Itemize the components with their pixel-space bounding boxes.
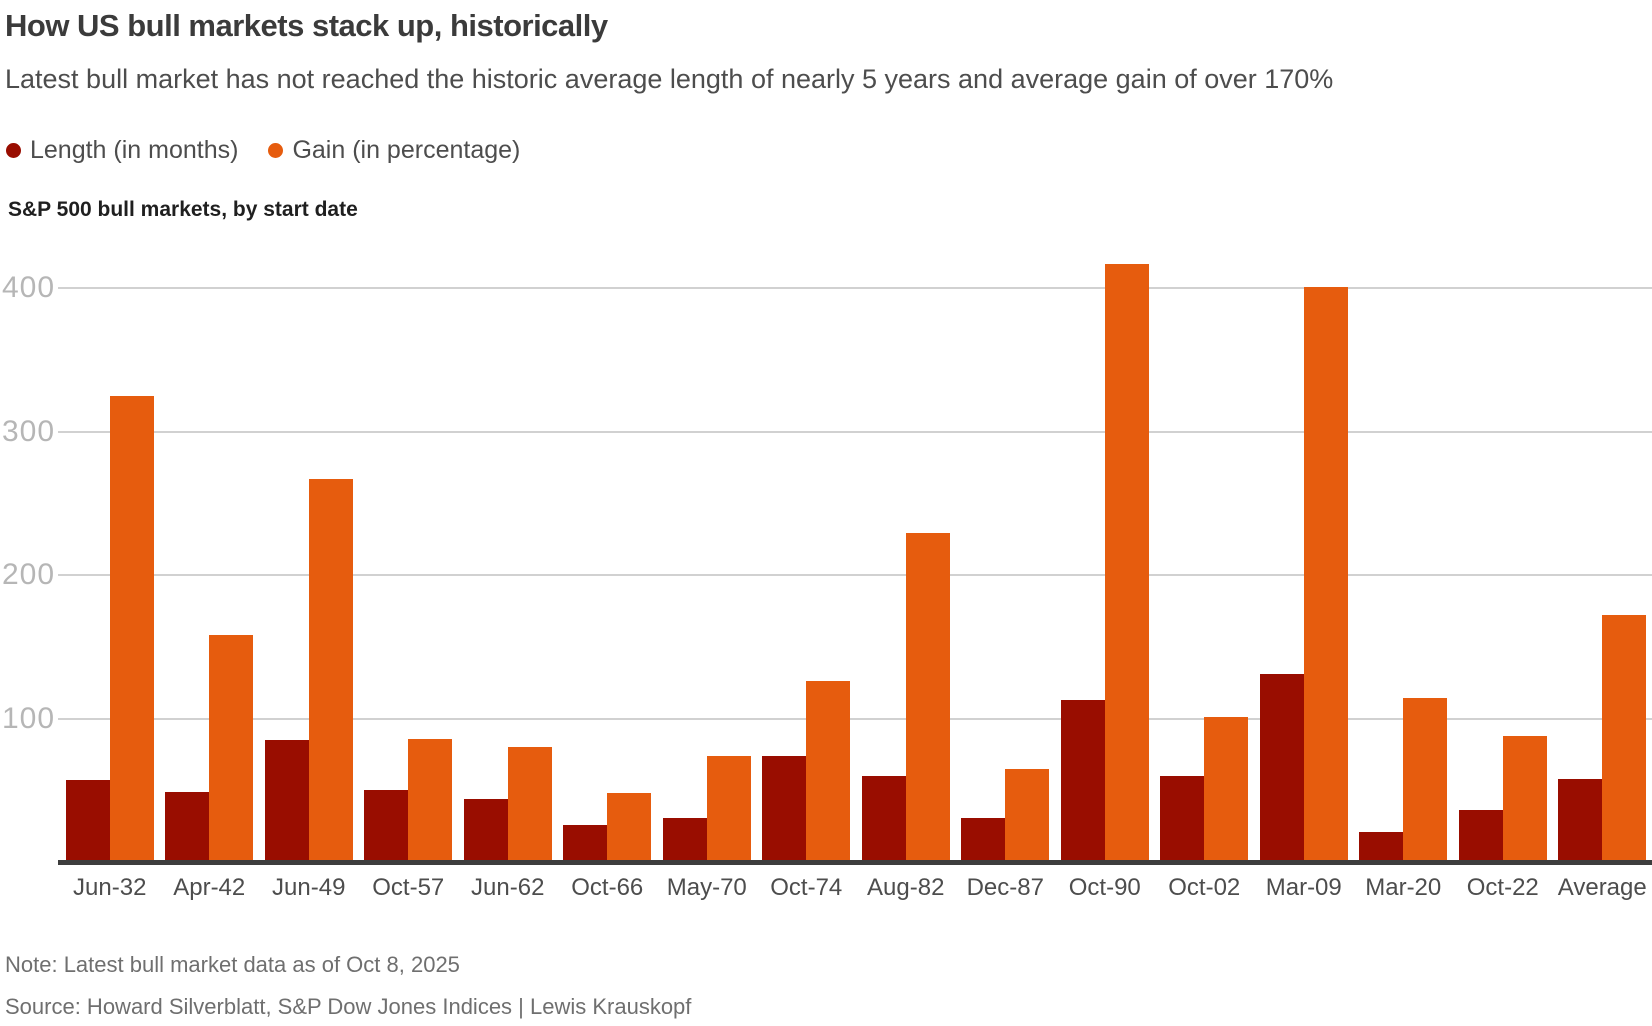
chart-heading: S&P 500 bull markets, by start date [8, 198, 358, 221]
length-bar-oct-02 [1160, 776, 1205, 862]
x-tick-label: Dec-87 [966, 874, 1044, 901]
bar-group-jun-49 [259, 245, 359, 862]
length-series-swatch-icon [6, 143, 21, 158]
bar-group-jun-32 [60, 245, 160, 862]
gain-bar-jun-32 [109, 396, 154, 862]
length-bar-dec-87 [961, 818, 1006, 862]
x-tick-label: Apr-42 [173, 874, 246, 901]
x-tick-label: Mar-20 [1365, 874, 1442, 901]
x-tick-label: Oct-22 [1466, 874, 1539, 901]
note-text: Note: Latest bull market data as of Oct … [5, 952, 460, 977]
x-tick-label: Jun-49 [272, 874, 346, 901]
bar-group-mar-20 [1354, 245, 1454, 862]
gain-bar-apr-42 [209, 635, 254, 862]
length-bar-oct-66 [563, 825, 608, 862]
x-tick-label: Oct-90 [1068, 874, 1141, 901]
length-bar-oct-90 [1060, 700, 1105, 862]
length-bar-oct-57 [364, 790, 409, 862]
x-tick-label: Mar-09 [1265, 874, 1342, 901]
bar-group-dec-87 [956, 245, 1056, 862]
y-tick-label: 100 [2, 701, 56, 735]
bar-group-may-70 [657, 245, 757, 862]
length-bar-aug-82 [861, 776, 906, 862]
length-bar-oct-74 [762, 756, 807, 862]
length-bar-oct-22 [1458, 810, 1503, 862]
y-tick-label: 400 [2, 271, 56, 305]
bar-group-oct-74 [757, 245, 857, 862]
legend-label-length: Length (in months) [30, 136, 239, 164]
x-tick-label: Average [1557, 874, 1647, 901]
bar-group-oct-02 [1155, 245, 1255, 862]
bar-group-oct-57 [359, 245, 459, 862]
x-tick-label: Oct-57 [372, 874, 445, 901]
gain-bar-oct-90 [1104, 264, 1149, 862]
x-tick-label: Oct-74 [770, 874, 843, 901]
length-bar-mar-20 [1359, 832, 1404, 862]
x-tick-label: Jun-32 [73, 874, 147, 901]
x-axis-line [58, 860, 1652, 865]
legend-item-length: Length (in months) [6, 136, 238, 165]
bar-group-aug-82 [856, 245, 956, 862]
x-tick-label: Oct-02 [1168, 874, 1241, 901]
bar-group-apr-42 [160, 245, 260, 862]
gain-bar-oct-66 [607, 793, 652, 862]
gain-series-swatch-icon [268, 143, 284, 158]
bar-group-oct-90 [1055, 245, 1155, 862]
bar-group-oct-22 [1453, 245, 1553, 862]
gridline [58, 717, 1652, 720]
gain-bar-oct-22 [1502, 736, 1547, 862]
x-tick-label: Oct-66 [571, 874, 644, 901]
y-tick-label: 300 [2, 414, 56, 448]
gridline [58, 574, 1652, 577]
gain-bar-mar-09 [1303, 287, 1348, 862]
bar-group-average [1553, 245, 1652, 862]
gain-bar-oct-74 [806, 681, 851, 862]
gain-bar-may-70 [706, 756, 751, 862]
x-axis-labels: Jun-32 Apr-42 Jun-49 Oct-57 Jun-62 Oct-66 May-… [60, 874, 1652, 902]
bar-group-mar-09 [1254, 245, 1354, 862]
length-bar-average [1558, 779, 1603, 862]
gain-bar-aug-82 [905, 533, 950, 862]
bars-area [60, 245, 1652, 862]
bar-group-jun-62 [458, 245, 558, 862]
x-tick-label: May-70 [666, 874, 747, 901]
gain-bar-jun-49 [308, 479, 353, 862]
x-tick-label: Jun-62 [471, 874, 545, 901]
legend-item-gain: Gain (in percentage) [268, 136, 520, 165]
gridline [58, 287, 1652, 290]
bar-group-oct-66 [558, 245, 658, 862]
source-text: Source: Howard Silverblatt, S&P Dow Jone… [5, 994, 692, 1019]
gain-bar-oct-57 [408, 739, 453, 862]
legend-label-gain: Gain (in percentage) [292, 136, 521, 164]
chart-subtitle-text: Latest bull market has not reached the h… [5, 64, 1334, 94]
gridline [58, 430, 1652, 433]
gain-bar-average [1602, 615, 1647, 862]
gain-bar-mar-20 [1403, 698, 1448, 862]
length-bar-apr-42 [165, 792, 210, 862]
length-bar-may-70 [662, 818, 707, 862]
x-tick-label: Aug-82 [867, 874, 945, 901]
gain-bar-oct-02 [1204, 717, 1249, 862]
legend: Length (in months) Gain (in percentage) [6, 136, 520, 165]
length-bar-jun-62 [463, 799, 508, 862]
length-bar-jun-49 [264, 740, 309, 862]
y-tick-label: 200 [2, 558, 56, 592]
length-bar-jun-32 [65, 780, 110, 862]
page-title: How US bull markets stack up, historical… [5, 8, 608, 43]
gain-bar-dec-87 [1005, 769, 1050, 862]
length-bar-mar-09 [1259, 674, 1304, 862]
gain-bar-jun-62 [507, 747, 552, 862]
